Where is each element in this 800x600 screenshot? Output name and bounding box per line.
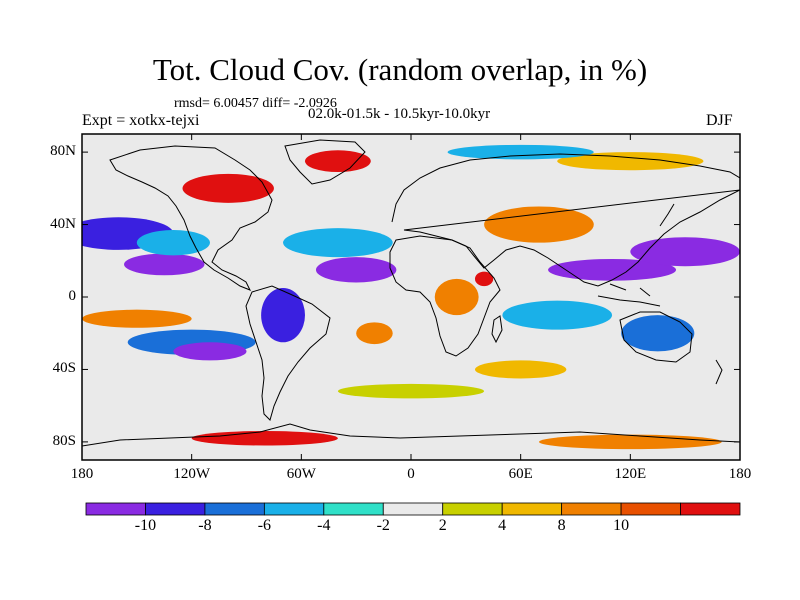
lon-label: 180 xyxy=(728,466,752,482)
lat-label: 40N xyxy=(50,215,76,232)
experiment-label: Expt = xotkx-tejxi xyxy=(82,112,200,129)
colorbar-box xyxy=(85,502,146,516)
colorbar-label: 8 xyxy=(557,517,566,534)
anomaly-atlantic-teal xyxy=(283,228,393,258)
anomaly-east-africa-red xyxy=(474,271,494,287)
anomaly-atlantic-purple xyxy=(315,257,397,283)
lon-label: 60W xyxy=(286,466,316,482)
colorbar-box xyxy=(204,502,265,516)
colorbar-label: 2 xyxy=(438,517,447,534)
anomaly-africa-orange xyxy=(434,278,479,316)
colorbar-box xyxy=(263,502,325,516)
colorbar-box xyxy=(680,502,741,516)
colorbar-box xyxy=(501,502,563,516)
map-title: Tot. Cloud Cov. (random overlap, in %) xyxy=(152,52,648,87)
anomaly-asia-orange xyxy=(484,206,594,243)
colorbar-label: -2 xyxy=(376,517,390,534)
anomaly-central-pacific-purple xyxy=(124,253,205,276)
anomaly-indian-ocean-purple xyxy=(548,258,677,281)
lat-label: 80S xyxy=(52,432,76,449)
coastline-north-america xyxy=(109,145,273,291)
lat-label: 80N xyxy=(50,143,76,160)
colorbar-box xyxy=(561,502,622,516)
colorbar xyxy=(85,502,741,516)
coastline-antarctica xyxy=(82,423,740,447)
colorbar-label: 4 xyxy=(498,517,507,534)
lon-label: 120E xyxy=(614,466,647,482)
anomaly-antarctic-red xyxy=(191,431,338,446)
season-label: DJF xyxy=(706,112,733,129)
coastline-australia xyxy=(619,311,693,363)
colorbar-label: -6 xyxy=(257,517,272,534)
anomaly-north-america-orange xyxy=(182,173,274,203)
anomaly-tropical-pacific-orange xyxy=(82,309,192,328)
lat-label: 40S xyxy=(52,360,76,377)
lon-label: 0 xyxy=(407,466,415,482)
anomaly-east-pacific-teal xyxy=(136,229,210,256)
anomaly-southern-ocean-yellow xyxy=(337,383,485,399)
anomaly-arctic-teal xyxy=(447,144,594,160)
coastline-south-america xyxy=(245,285,331,421)
colorbar-box xyxy=(145,502,206,516)
lon-label: 180 xyxy=(70,466,94,482)
stats-text: rmsd= 6.00457 diff= -2.0926 xyxy=(174,96,337,111)
colorbar-box xyxy=(620,502,681,516)
colorbar-box xyxy=(323,502,384,516)
anomaly-south-america-blue xyxy=(261,287,305,343)
colorbar-label: -4 xyxy=(317,517,331,534)
coastlines xyxy=(82,139,740,447)
anomaly-south-indian-orange xyxy=(474,360,567,379)
lon-label: 60E xyxy=(508,466,533,482)
map-background xyxy=(82,134,740,460)
coastline-new-zealand xyxy=(715,359,723,385)
coastline-greenland xyxy=(284,139,366,185)
coastline-africa xyxy=(389,235,501,357)
anomaly-indian-ocean-teal xyxy=(502,300,613,330)
anomaly-antarctic-orange xyxy=(538,434,722,450)
colorbar-box xyxy=(442,502,503,516)
coastline-madagascar xyxy=(491,315,503,344)
colorbar-label: 10 xyxy=(613,517,630,534)
anomaly-south-pacific-purple xyxy=(173,342,247,361)
anomaly-australia-blue xyxy=(621,315,695,352)
coastline-indonesia xyxy=(597,283,661,307)
colorbar-label: -8 xyxy=(198,517,212,534)
anomaly-greenland-red xyxy=(304,150,371,173)
period-text: 02.0k-01.5k - 10.5kyr-10.0kyr xyxy=(308,106,491,122)
lon-label: 120W xyxy=(173,466,210,482)
anomaly-field xyxy=(82,144,740,450)
axis-ticks xyxy=(81,134,741,460)
lat-label: 0 xyxy=(68,288,77,304)
anomaly-arctic-orange xyxy=(557,152,704,171)
colorbar-label: -10 xyxy=(134,517,157,534)
colorbar-box xyxy=(382,502,444,516)
anomaly-south-atlantic-orange xyxy=(356,322,393,345)
coastline-japan xyxy=(659,203,675,227)
anomaly-west-pacific-purple xyxy=(630,237,740,267)
